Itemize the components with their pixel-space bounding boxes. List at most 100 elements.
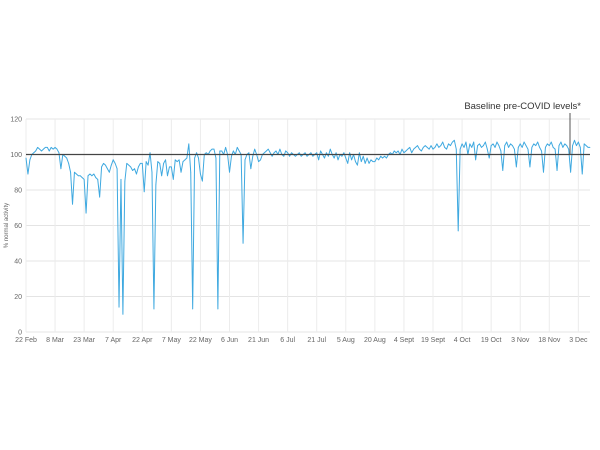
data-point: [128, 164, 130, 166]
data-point: [136, 173, 137, 175]
data-point: [378, 159, 380, 161]
data-point: [74, 171, 75, 173]
data-point: [252, 155, 254, 157]
data-point: [572, 145, 573, 147]
data-point: [366, 157, 368, 159]
data-point: [589, 147, 591, 148]
x-tick-label: 21 Jul: [307, 337, 326, 344]
data-point: [186, 157, 188, 159]
data-point: [190, 171, 192, 173]
data-point: [116, 168, 118, 170]
x-tick-label: 23 Mar: [73, 337, 95, 344]
data-point: [568, 148, 570, 150]
data-point: [327, 155, 329, 157]
data-point: [469, 143, 471, 145]
y-tick-labels: 0 20 40 60 80 100 120: [10, 117, 22, 337]
data-point: [165, 159, 166, 161]
data-point: [201, 180, 203, 182]
data-point: [221, 150, 223, 152]
data-point: [541, 150, 542, 152]
data-point: [25, 157, 27, 159]
data-point: [56, 148, 58, 150]
y-tick-label: 60: [14, 223, 22, 230]
data-point: [182, 161, 184, 163]
data-point: [271, 155, 273, 157]
data-point: [395, 152, 397, 154]
data-point: [498, 145, 500, 147]
data-point: [475, 159, 477, 161]
data-point: [225, 147, 227, 148]
data-point: [548, 145, 550, 147]
data-point: [269, 152, 271, 154]
data-point: [490, 145, 492, 147]
data-point: [463, 147, 465, 148]
data-point: [91, 175, 93, 177]
data-point: [316, 152, 318, 154]
data-point: [242, 242, 244, 244]
data-point: [27, 173, 29, 175]
data-point: [403, 152, 405, 154]
data-point: [397, 150, 399, 152]
data-point: [283, 155, 285, 157]
data-point: [514, 148, 515, 150]
data-point: [426, 147, 428, 148]
data-point: [174, 159, 176, 161]
data-point: [401, 148, 403, 150]
data-point: [393, 150, 395, 152]
data-point: [217, 308, 219, 310]
data-point: [376, 157, 378, 159]
data-point: [481, 147, 482, 148]
data-point: [68, 162, 70, 164]
data-point: [496, 141, 498, 143]
y-tick-label: 20: [14, 294, 22, 301]
data-point: [523, 141, 525, 143]
data-point: [438, 147, 440, 148]
data-point: [583, 143, 585, 145]
data-point: [374, 161, 376, 163]
y-tick-label: 120: [10, 117, 22, 124]
x-tick-label: 5 Aug: [337, 337, 355, 344]
data-point: [420, 150, 422, 152]
data-point: [506, 141, 508, 143]
data-point: [170, 166, 172, 168]
data-point: [333, 157, 335, 159]
data-point: [147, 164, 149, 166]
data-point: [488, 157, 490, 159]
data-point: [500, 150, 502, 152]
data-point: [562, 147, 564, 148]
data-point: [238, 150, 240, 152]
data-point: [382, 157, 384, 159]
x-tick-label: 7 May: [162, 337, 182, 344]
data-point: [198, 157, 199, 159]
x-tick-labels: 22 Feb 8 Mar 23 Mar 7 Apr 22 Apr 7 May 22 May 6…: [15, 337, 588, 344]
data-point: [260, 159, 261, 161]
data-point: [138, 166, 139, 168]
data-point: [291, 152, 292, 154]
data-point: [477, 145, 478, 147]
data-point: [134, 168, 135, 170]
x-tick-label: 19 Sept: [421, 337, 445, 344]
x-tick-label: 22 May: [189, 337, 212, 344]
data-points: [25, 139, 591, 315]
data-point: [149, 152, 151, 154]
data-point: [250, 168, 252, 170]
data-point: [471, 147, 473, 148]
data-point: [44, 147, 46, 148]
data-point: [384, 155, 385, 157]
data-point: [422, 147, 424, 148]
data-point: [126, 162, 128, 164]
data-point: [574, 139, 575, 141]
data-point: [432, 148, 434, 150]
y-tick-label: 100: [10, 152, 22, 159]
x-tick-label: 3 Dec: [569, 337, 588, 344]
data-point: [143, 191, 145, 193]
data-point: [543, 171, 544, 173]
data-point: [196, 152, 197, 154]
data-point: [184, 159, 186, 161]
data-point: [351, 159, 353, 161]
data-point: [130, 166, 132, 168]
x-tick-label: 4 Sept: [394, 337, 414, 344]
data-point: [413, 148, 415, 150]
data-point: [372, 161, 374, 163]
